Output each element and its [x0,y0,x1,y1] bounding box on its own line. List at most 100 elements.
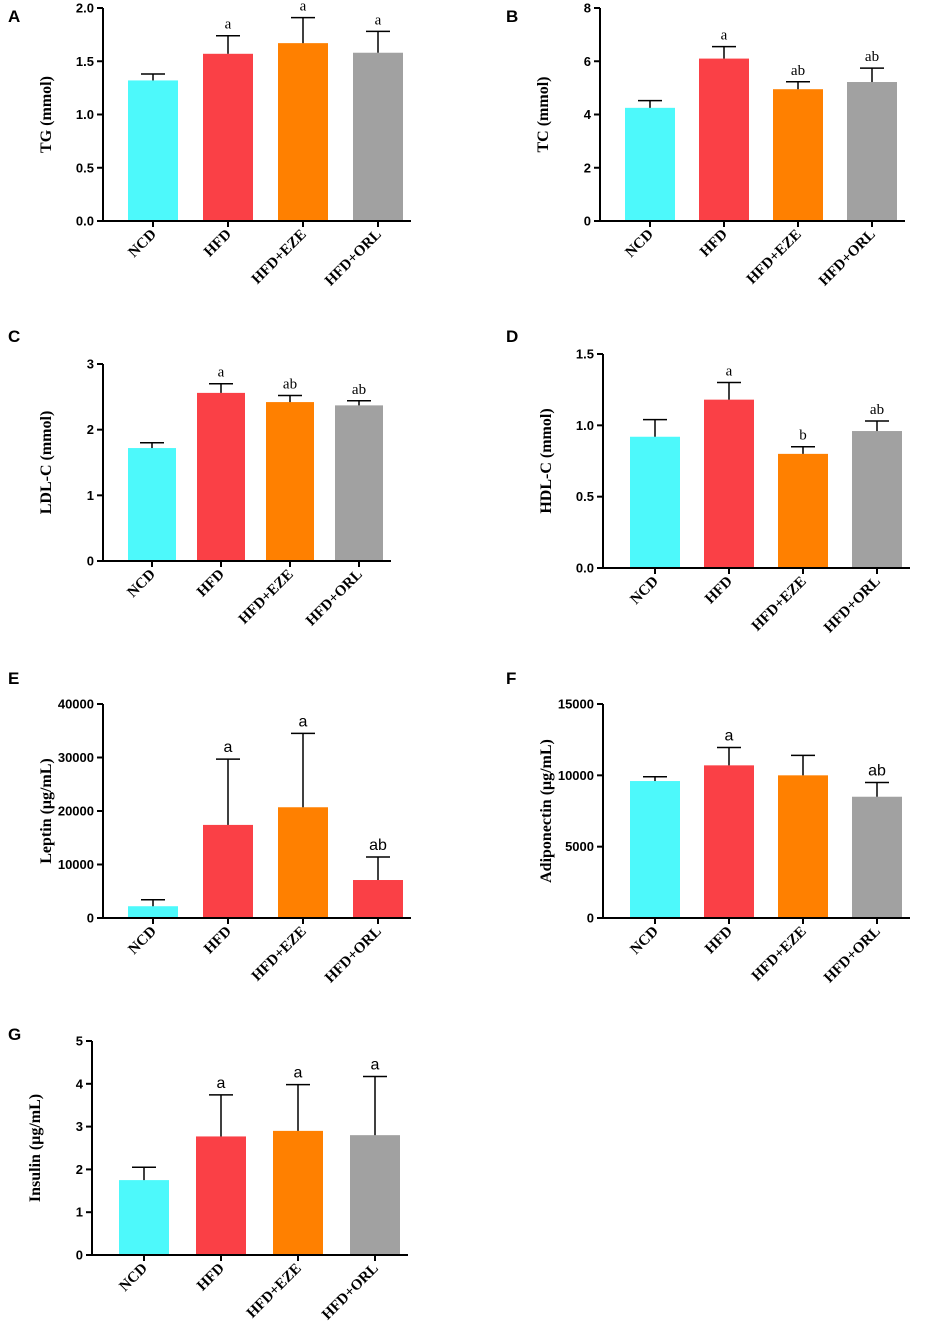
significance-label: ab [352,382,366,398]
significance-label: a [300,0,307,15]
y-tick-label: 2 [584,160,591,175]
y-tick-label: 1.5 [76,54,94,69]
y-axis-label: Adiponectin (μg/mL) [538,739,555,883]
significance-label: a [299,713,308,730]
bar-hfd-eze [778,453,828,568]
x-tick-label: HFD+ORL [322,924,385,987]
bar-ncd [630,781,680,918]
bar-hfd-orl [847,82,897,221]
x-tick-label: NCD [125,566,159,600]
bar-hfd-orl [353,880,403,918]
x-tick-label: HFD [194,566,228,600]
x-tick-label: HFD [697,226,731,260]
panel-letter: F [506,669,516,688]
bar-hfd-orl [335,405,383,561]
y-tick-label: 2 [76,1162,83,1177]
significance-label: a [225,17,232,33]
y-tick-label: 0 [584,214,591,229]
panel-letter: A [8,7,20,26]
bar-ncd [128,448,176,561]
y-tick-label: 10000 [558,768,594,783]
y-tick-label: 1.0 [576,418,594,433]
x-tick-label: HFD+EZE [244,1261,305,1322]
y-tick-label: 3 [87,357,94,372]
y-tick-label: 10000 [58,857,94,872]
significance-label: a [217,1075,226,1092]
x-tick-label: HFD+EZE [249,924,310,985]
y-tick-label: 0 [587,911,594,926]
y-tick-label: 1 [87,488,94,503]
y-axis-label: Insulin (μg/mL) [27,1094,44,1202]
x-tick-label: HFD+EZE [236,567,297,628]
y-tick-label: 0 [87,911,94,926]
y-tick-label: 6 [584,54,591,69]
significance-label: a [721,28,728,44]
y-tick-label: 3 [76,1119,83,1134]
x-tick-label: HFD+ORL [319,1261,382,1324]
y-tick-label: 20000 [58,804,94,819]
significance-label: a [294,1065,303,1082]
bar-hfd-orl [350,1135,400,1255]
bar-hfd [203,824,253,918]
y-tick-label: 0 [87,554,94,569]
y-tick-label: 0.0 [76,214,94,229]
x-tick-label: NCD [117,1260,151,1294]
bar-ncd [630,436,680,568]
x-tick-label: HFD [194,1260,228,1294]
bar-hfd-eze [278,807,328,918]
bar-hfd [203,53,253,221]
chart-panel-f: F Adiponectin (μg/mL) NCD a HFD HFD+EZE ab HFD+… [506,669,910,986]
bar-ncd [128,80,178,221]
panel-letter: D [506,327,518,346]
y-tick-label: 15000 [558,697,594,712]
y-tick-label: 0 [76,1248,83,1263]
x-tick-label: NCD [126,226,160,260]
chart-panel-g: G Insulin (μg/mL) NCD a HFD a HFD+EZE a HFD+ORL 0… [8,1025,408,1323]
chart-panel-b: B TC (mmol) NCD a HFD ab HFD+EZE ab HFD+ORL 0 2 4 6 8 [506,1,905,290]
significance-label: ab [283,377,297,393]
y-tick-label: 1.5 [576,347,594,362]
chart-panel-d: D HDL-C (mmol) NCD a HFD b HFD+EZE ab HFD+ORL 0.0… [506,327,910,636]
bar-hfd-eze [778,775,828,918]
y-tick-label: 8 [584,1,591,16]
panel-letter: G [8,1025,21,1044]
x-tick-label: NCD [126,923,160,957]
x-tick-label: HFD+ORL [322,227,385,290]
x-tick-label: HFD+EZE [749,924,810,985]
y-tick-label: 30000 [58,750,94,765]
significance-label: a [375,12,382,28]
bar-hfd-eze [773,89,823,221]
y-tick-label: 2.0 [76,1,94,16]
significance-label: ab [791,63,805,79]
y-axis-label: LDL-C (mmol) [38,411,55,515]
panel-letter: E [8,669,19,688]
significance-label: a [224,739,233,756]
significance-label: ab [868,762,886,779]
x-tick-label: HFD+ORL [816,227,879,290]
x-tick-label: HFD [201,923,235,957]
significance-label: b [799,428,807,444]
y-tick-label: 2 [87,422,94,437]
y-tick-label: 5 [76,1034,83,1049]
significance-label: ab [369,837,387,854]
bar-hfd [704,765,754,918]
y-axis-label: TG (mmol) [38,76,55,153]
chart-panel-a: A TG (mmol) NCD a HFD a HFD+EZE a HFD+ORL 0.0 0.5 1… [8,0,411,289]
y-axis-label: Leptin (μg/mL) [38,758,55,864]
bar-hfd-orl [852,431,902,568]
bar-hfd-eze [278,43,328,221]
x-tick-label: HFD+EZE [749,574,810,635]
bar-hfd [196,1136,246,1255]
x-tick-label: HFD+EZE [744,227,805,288]
chart-panel-e: E Leptin (μg/mL) NCD a HFD a HFD+EZE ab HFD+ORL 0… [8,669,411,986]
y-tick-label: 40000 [58,697,94,712]
y-tick-label: 0.5 [76,160,94,175]
bar-ncd [128,906,178,918]
y-axis-label: HDL-C (mmol) [538,408,555,513]
panel-letter: C [8,327,20,346]
x-tick-label: HFD [201,226,235,260]
panel-letter: B [506,7,518,26]
significance-label: a [725,728,734,745]
y-axis-label: TC (mmol) [535,77,552,153]
